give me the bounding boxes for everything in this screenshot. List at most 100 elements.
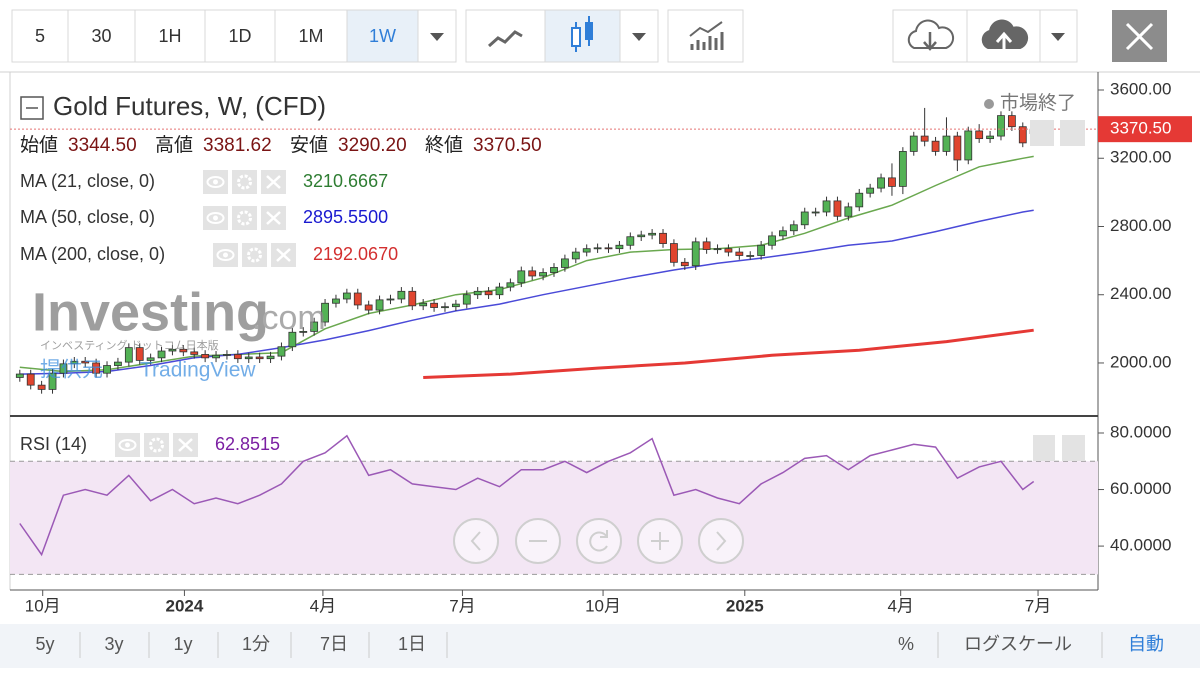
last-price-tag xyxy=(1098,116,1192,143)
candle-body xyxy=(528,270,537,277)
candle-body xyxy=(451,303,460,308)
gear-button[interactable] xyxy=(232,170,257,194)
candle-icon-body xyxy=(585,22,593,40)
candle-body xyxy=(702,241,711,250)
candle-body xyxy=(92,362,101,374)
interval-label[interactable]: 30 xyxy=(91,26,111,46)
right-icon xyxy=(716,531,727,551)
reset-button[interactable] xyxy=(576,518,622,564)
gear-button[interactable] xyxy=(144,433,169,457)
range-button[interactable]: 5y xyxy=(35,634,54,654)
scale-button[interactable] xyxy=(1030,120,1054,146)
candle-body xyxy=(364,304,373,311)
interval-label[interactable]: 1D xyxy=(228,26,251,46)
ohlc-label: 安値 xyxy=(290,134,328,156)
candle-body xyxy=(822,200,831,213)
candle-body xyxy=(997,115,1005,137)
candle-body xyxy=(37,384,46,390)
candle-body xyxy=(866,187,875,194)
market-status: 市場終了 xyxy=(1000,92,1076,114)
candle-body xyxy=(223,354,231,356)
close-icon xyxy=(1125,22,1154,51)
candle-body xyxy=(70,360,79,365)
line-chart-icon xyxy=(488,30,523,48)
footer-background xyxy=(0,624,1200,668)
candle-chart-button[interactable] xyxy=(544,9,621,63)
candle-body xyxy=(931,140,940,152)
interval-button[interactable] xyxy=(11,9,69,63)
candle-body xyxy=(321,302,329,323)
chart-type-dropdown[interactable] xyxy=(619,9,659,63)
gear-button[interactable] xyxy=(232,206,257,230)
y-tick-label: 2400.00 xyxy=(1110,284,1171,303)
watermark-brand: Investing xyxy=(32,282,269,342)
candle-body xyxy=(1007,115,1016,128)
gear-icon xyxy=(149,437,164,453)
interval-label[interactable]: 1H xyxy=(158,26,181,46)
candle-body xyxy=(735,251,744,256)
x-tick-label: 4月 xyxy=(310,596,336,615)
scale-button[interactable] xyxy=(1060,120,1085,146)
log-scale-toggle[interactable]: ログスケール xyxy=(964,634,1072,654)
indicator-name: RSI (14) xyxy=(20,434,87,454)
y-tick-label: 3200.00 xyxy=(1110,148,1171,167)
candle-body xyxy=(844,206,853,217)
gear-button[interactable] xyxy=(242,243,267,267)
candle-body xyxy=(779,230,787,237)
range-button[interactable]: 1分 xyxy=(242,634,270,654)
candle-body xyxy=(550,267,558,273)
interval-button[interactable] xyxy=(274,9,348,63)
indicator-value: 3210.6667 xyxy=(303,171,388,191)
candle-body xyxy=(964,130,973,161)
candle-body xyxy=(484,290,493,296)
candle-body xyxy=(299,331,308,333)
remove-icon xyxy=(266,211,281,225)
interval-label[interactable]: 5 xyxy=(35,26,45,46)
interval-button[interactable] xyxy=(134,9,206,63)
navigation-buttons xyxy=(453,518,744,564)
candle-body xyxy=(375,299,384,311)
scroll-right-button[interactable] xyxy=(698,518,744,564)
candle-body xyxy=(255,356,264,360)
eye-icon xyxy=(216,249,235,261)
candle-body xyxy=(659,232,667,244)
x-tick-label: 2025 xyxy=(726,596,764,615)
candle-body xyxy=(724,248,733,253)
candle-body xyxy=(898,151,907,187)
range-button[interactable]: 1日 xyxy=(398,634,426,654)
x-tick-label: 7月 xyxy=(449,596,475,615)
percent-toggle[interactable]: % xyxy=(898,634,914,654)
watermark-platform: TradingView xyxy=(140,359,256,382)
scale-button[interactable] xyxy=(1062,435,1085,461)
candle-body xyxy=(571,251,580,260)
range-button[interactable]: 1y xyxy=(173,634,192,654)
range-button[interactable]: 7日 xyxy=(320,634,348,654)
candle-body xyxy=(310,321,319,332)
eye-icon xyxy=(213,215,218,221)
range-button[interactable]: 3y xyxy=(104,634,123,654)
interval-button[interactable] xyxy=(67,9,136,63)
y-tick-label: 40.0000 xyxy=(1110,536,1171,555)
interval-label[interactable]: 1M xyxy=(298,26,323,46)
candle-body xyxy=(942,135,951,152)
candle-body xyxy=(430,302,438,308)
indicators-button[interactable] xyxy=(667,9,744,63)
candle-body xyxy=(539,272,547,277)
candle-body xyxy=(833,200,842,217)
candle-body xyxy=(157,350,166,359)
candle-body xyxy=(626,236,635,246)
gear-icon xyxy=(237,174,252,190)
candle-body xyxy=(582,248,591,253)
candle-body xyxy=(855,192,864,208)
scroll-left-button[interactable] xyxy=(453,518,499,564)
line-chart-button[interactable] xyxy=(465,9,546,63)
interval-button[interactable] xyxy=(204,9,276,63)
scale-button[interactable] xyxy=(1033,435,1055,461)
interval-label[interactable]: 1W xyxy=(369,26,396,46)
remove-icon xyxy=(266,175,281,189)
left-icon xyxy=(470,531,481,551)
legend: Gold Futures, W, (CFD) 市場終了 xyxy=(20,91,1085,461)
auto-scale-toggle[interactable]: 自動 xyxy=(1128,634,1164,654)
candle-body xyxy=(909,135,918,152)
